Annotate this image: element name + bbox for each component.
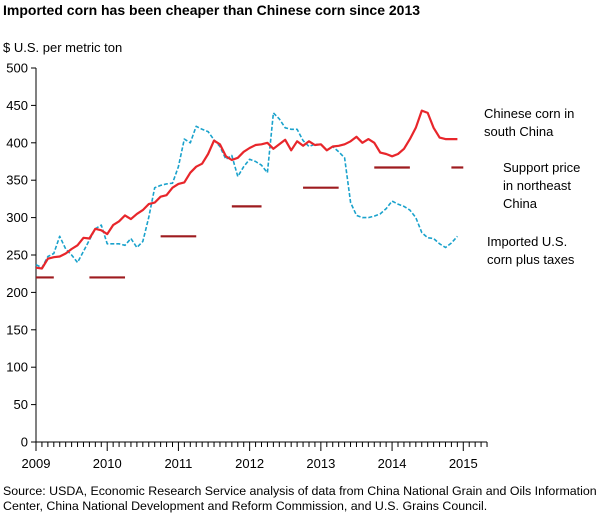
x-tick-label: 2015 bbox=[449, 456, 478, 471]
label-support-price: Support price bbox=[503, 160, 580, 175]
legend: Chinese corn in south China Support price i… bbox=[484, 106, 580, 267]
y-tick-label: 100 bbox=[6, 360, 28, 375]
label-chinese-corn: south China bbox=[484, 124, 554, 139]
x-axis: 2009 2010 2011 2012 2013 2014 2015 bbox=[22, 441, 488, 471]
source-note: Source: USDA, Economic Research Service … bbox=[3, 484, 597, 513]
y-tick-label: 150 bbox=[6, 322, 28, 337]
label-chinese-corn: Chinese corn in bbox=[484, 106, 574, 121]
x-tick-label: 2013 bbox=[306, 456, 335, 471]
y-tick-label: 50 bbox=[14, 397, 28, 412]
series-support-price bbox=[36, 166, 464, 279]
y-tick-label: 250 bbox=[6, 248, 28, 263]
chinese-corn-line bbox=[35, 109, 458, 270]
y-tick-label: 450 bbox=[6, 98, 28, 113]
label-support-price: in northeast bbox=[503, 178, 571, 193]
label-support-price: China bbox=[503, 196, 538, 211]
label-imported-corn: Imported U.S. bbox=[487, 234, 567, 249]
y-tick-label: 500 bbox=[6, 61, 28, 76]
x-tick-label: 2014 bbox=[378, 456, 407, 471]
x-tick-label: 2010 bbox=[93, 456, 122, 471]
series-imported-us-corn bbox=[35, 112, 458, 269]
y-tick-label: 0 bbox=[21, 435, 28, 450]
y-tick-label: 350 bbox=[6, 173, 28, 188]
x-tick-label: 2009 bbox=[22, 456, 51, 471]
y-tick-label: 200 bbox=[6, 285, 28, 300]
label-imported-corn: corn plus taxes bbox=[487, 252, 575, 267]
imported-corn-line bbox=[35, 112, 458, 269]
y-tick-label: 400 bbox=[6, 135, 28, 150]
x-tick-label: 2012 bbox=[235, 456, 264, 471]
series-chinese-corn bbox=[35, 109, 458, 270]
chart-title: Imported corn has been cheaper than Chin… bbox=[3, 2, 421, 18]
y-tick-label: 300 bbox=[6, 210, 28, 225]
y-axis-unit-label: $ U.S. per metric ton bbox=[3, 40, 123, 55]
y-axis: 0 50 100 150 200 250 300 350 400 450 500 bbox=[6, 61, 37, 450]
x-tick-label: 2011 bbox=[164, 456, 192, 471]
